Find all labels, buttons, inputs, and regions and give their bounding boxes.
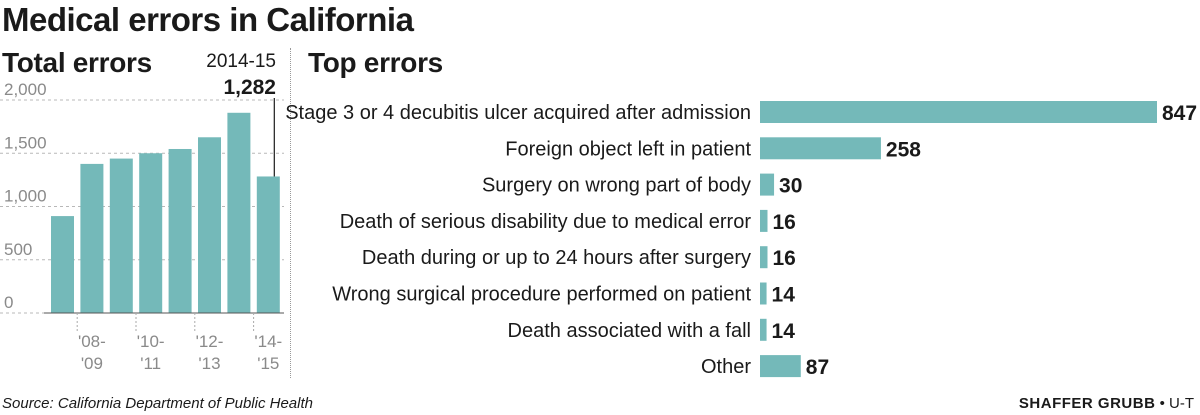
total-errors-bar	[168, 148, 192, 313]
y-tick-label: 1,000	[4, 187, 47, 206]
category-label: Surgery on wrong part of body	[482, 175, 751, 197]
category-label: Wrong surgical procedure performed on pa…	[332, 284, 751, 306]
category-label: Stage 3 or 4 decubitis ulcer acquired af…	[285, 102, 751, 124]
bar-value-label: 16	[772, 247, 795, 270]
top-errors-bar	[760, 137, 881, 160]
y-tick-label: 2,000	[4, 80, 47, 99]
total-errors-bar	[227, 112, 251, 313]
credit-line: SHAFFER GRUBB • U-T	[1019, 394, 1194, 414]
bar-value-label: 847	[1162, 102, 1197, 125]
x-tick-label: '14-	[254, 332, 282, 351]
bar-value-label: 14	[772, 320, 796, 343]
source-note: Source: California Department of Public …	[2, 395, 313, 412]
x-tick-label: '11	[140, 354, 161, 373]
category-label: Other	[701, 356, 751, 378]
bar-value-label: 30	[779, 175, 802, 198]
credit-separator: •	[1155, 395, 1169, 412]
panel-divider	[290, 48, 291, 378]
credit-org: U-T	[1169, 395, 1194, 412]
category-label: Death during or up to 24 hours after sur…	[362, 247, 751, 269]
x-tick-label: '08-	[78, 332, 106, 351]
total-errors-bar	[198, 137, 221, 313]
total-errors-bar	[51, 216, 74, 313]
x-tick-label: '13	[198, 354, 220, 373]
top-errors-bar	[760, 101, 1157, 123]
y-tick-label: 1,500	[4, 133, 47, 152]
bar-value-label: 258	[886, 138, 921, 161]
annotation-value: 1,282	[223, 76, 276, 99]
y-tick-label: 0	[4, 293, 13, 312]
bar-value-label: 16	[772, 211, 795, 234]
total-errors-bar	[80, 163, 104, 313]
annotation-year: 2014-15	[206, 51, 276, 72]
x-tick-label: '15	[257, 354, 279, 373]
top-errors-bar	[760, 355, 801, 378]
top-errors-bar	[760, 246, 768, 269]
top-errors-bar	[760, 282, 767, 305]
x-tick-label: '10-	[137, 332, 165, 351]
total-errors-bar	[109, 158, 133, 313]
category-label: Death associated with a fall	[508, 320, 751, 342]
x-tick-label: '09	[81, 354, 103, 373]
credit-name: SHAFFER GRUBB	[1018, 395, 1156, 412]
top-errors-bar	[760, 173, 775, 196]
bar-value-label: 14	[772, 284, 796, 307]
y-tick-label: 500	[4, 240, 32, 259]
total-errors-title: Total errors	[2, 47, 152, 78]
category-label: Death of serious disability due to medic…	[340, 211, 752, 233]
x-tick-label: '12-	[196, 332, 224, 351]
chart-headline: Medical errors in California	[2, 1, 414, 38]
bar-value-label: 87	[806, 356, 829, 379]
category-label: Foreign object left in patient	[505, 138, 751, 160]
total-errors-bar	[256, 176, 280, 313]
top-errors-title: Top errors	[308, 47, 443, 78]
top-errors-bar	[760, 209, 768, 232]
total-errors-bar	[139, 153, 163, 313]
top-errors-bar	[760, 318, 767, 341]
